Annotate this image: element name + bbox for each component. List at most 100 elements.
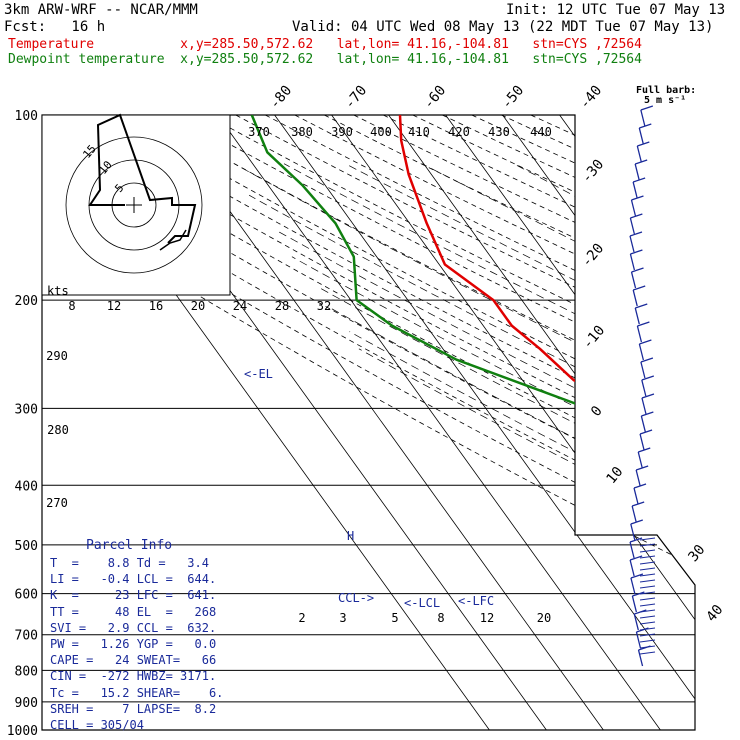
parcel-info-title: Parcel Info <box>86 538 173 553</box>
parcel-info-row: LI = -0.4 LCL = 644. <box>50 572 217 587</box>
wind-barb-flag <box>639 339 652 345</box>
level-marker-label: CCL-> <box>338 591 374 605</box>
isotherm-label: 40 <box>703 602 726 625</box>
wind-barb-flag <box>631 195 644 201</box>
wind-barb <box>638 343 645 361</box>
parcel-info-row: TT = 48 EL = 268 <box>50 604 217 619</box>
wind-barb-flag <box>635 465 649 471</box>
mixing-ratio-label: 12 <box>480 611 494 625</box>
parcel-info-row: K = 23 LFC = 641. <box>50 588 217 603</box>
pressure-tick-label: 400 <box>15 479 38 494</box>
wind-barb-flag <box>629 537 643 543</box>
isotherm-line <box>160 115 604 730</box>
mixing-ratio-label: 2 <box>298 611 305 625</box>
pressure-tick-label: 1000 <box>7 724 38 739</box>
parcel-info-row: SREH = 7 LAPSE= 8.2 <box>50 701 217 716</box>
wind-barb <box>641 397 647 415</box>
wind-barb-flag <box>631 267 644 273</box>
wind-barb-flag <box>639 603 656 607</box>
dewpoint-profile <box>250 115 575 405</box>
level-marker-label: <-LCL <box>404 596 440 610</box>
barb-unit-label: 5 m s⁻¹ <box>644 95 687 106</box>
wind-barb <box>634 163 640 181</box>
theta-label: 440 <box>530 125 552 139</box>
wind-barb-flag <box>639 555 656 559</box>
moist-adiabat-line <box>358 348 695 730</box>
wind-barb-flag <box>630 213 643 219</box>
moist-adiabat-line <box>279 231 695 730</box>
theta-label: 380 <box>291 125 313 139</box>
isotherm-line <box>217 115 661 730</box>
wind-barb <box>637 649 644 667</box>
moist-adiabat-line <box>327 306 695 730</box>
wind-barb <box>635 469 641 487</box>
wind-barb-flag <box>633 483 647 489</box>
level-marker-label: H <box>347 529 354 543</box>
wind-barb-flag <box>641 411 654 417</box>
wind-barb-flag <box>631 501 645 507</box>
wind-barb-flag <box>639 579 656 583</box>
wind-barb-flag <box>639 543 656 547</box>
hodograph-speed-tick: 24 <box>233 299 247 313</box>
isotherm-line <box>331 115 695 730</box>
dry-adiabat-line <box>324 115 695 730</box>
model-title: 3km ARW-WRF -- NCAR/MMM <box>4 2 198 18</box>
pressure-tick-label: 700 <box>15 629 38 644</box>
wind-barb-flag <box>639 591 656 595</box>
parcel-info-table: Parcel Info T = 8.8 Td = 3.4 LI = -0.4 LC… <box>46 538 236 732</box>
wind-barb-flag <box>639 537 656 541</box>
wind-barb-flag <box>639 561 656 565</box>
wind-barb-flag <box>639 621 656 625</box>
wind-barb-flag <box>632 177 646 183</box>
parcel-info-row: SVI = 2.9 CCL = 632. <box>50 620 217 635</box>
temperature-profile <box>398 115 575 382</box>
wind-barb <box>641 379 647 397</box>
isotherm-label: -40 <box>577 83 606 113</box>
isotherm-label: -80 <box>267 83 296 113</box>
forecast-hour: Fcst: 16 h <box>4 19 106 35</box>
mixing-ratio-label: 20 <box>537 611 551 625</box>
wind-barb <box>638 127 644 145</box>
wind-barb <box>636 145 642 163</box>
hodograph-trace <box>159 229 187 251</box>
wind-barb-flag <box>634 159 648 165</box>
isotherm-label: -50 <box>499 83 528 113</box>
wind-barb <box>630 199 637 217</box>
dry-adiabat-line <box>42 115 695 730</box>
wind-barb <box>629 235 635 253</box>
isotherm-line <box>673 115 695 730</box>
valid-time: Valid: 04 UTC Wed 08 May 13 (22 MDT Tue … <box>292 19 714 35</box>
wind-barb <box>634 307 640 325</box>
wind-barb-flag <box>630 573 644 579</box>
wind-barb-flag <box>629 555 643 561</box>
isotherm-line <box>388 115 695 730</box>
dry-adiabat-line <box>42 115 695 730</box>
isotherm-label: -60 <box>421 83 450 113</box>
wind-barb-flag <box>639 123 652 129</box>
wind-barb-flag <box>639 615 656 619</box>
wind-barb <box>630 271 637 289</box>
wind-barb-flag <box>630 519 643 525</box>
theta-label: 430 <box>488 125 510 139</box>
isotherm-line <box>616 115 695 730</box>
wind-barb <box>629 253 636 271</box>
moist-adiabat-line <box>513 163 695 730</box>
wind-barb <box>632 181 638 199</box>
theta-label: 420 <box>448 125 470 139</box>
isotherm-line <box>502 115 695 730</box>
wind-barb-flag <box>635 303 648 309</box>
dewpoint-legend: Dewpoint temperature x,y=285.50,572.62 l… <box>8 52 642 67</box>
wind-barb-flag <box>630 249 643 255</box>
moist-adiabat-line <box>421 163 695 730</box>
hodograph-unit-label: kts <box>47 284 69 298</box>
hodograph-speed-tick: 8 <box>68 299 75 313</box>
wind-barb <box>640 109 646 127</box>
hodograph-speed-tick: 20 <box>191 299 205 313</box>
wind-barb <box>631 595 638 613</box>
theta-label: 400 <box>370 125 392 139</box>
moist-adiabat-line <box>234 163 695 730</box>
wind-barb-flag <box>639 639 656 643</box>
wind-barb-flag <box>641 393 655 399</box>
